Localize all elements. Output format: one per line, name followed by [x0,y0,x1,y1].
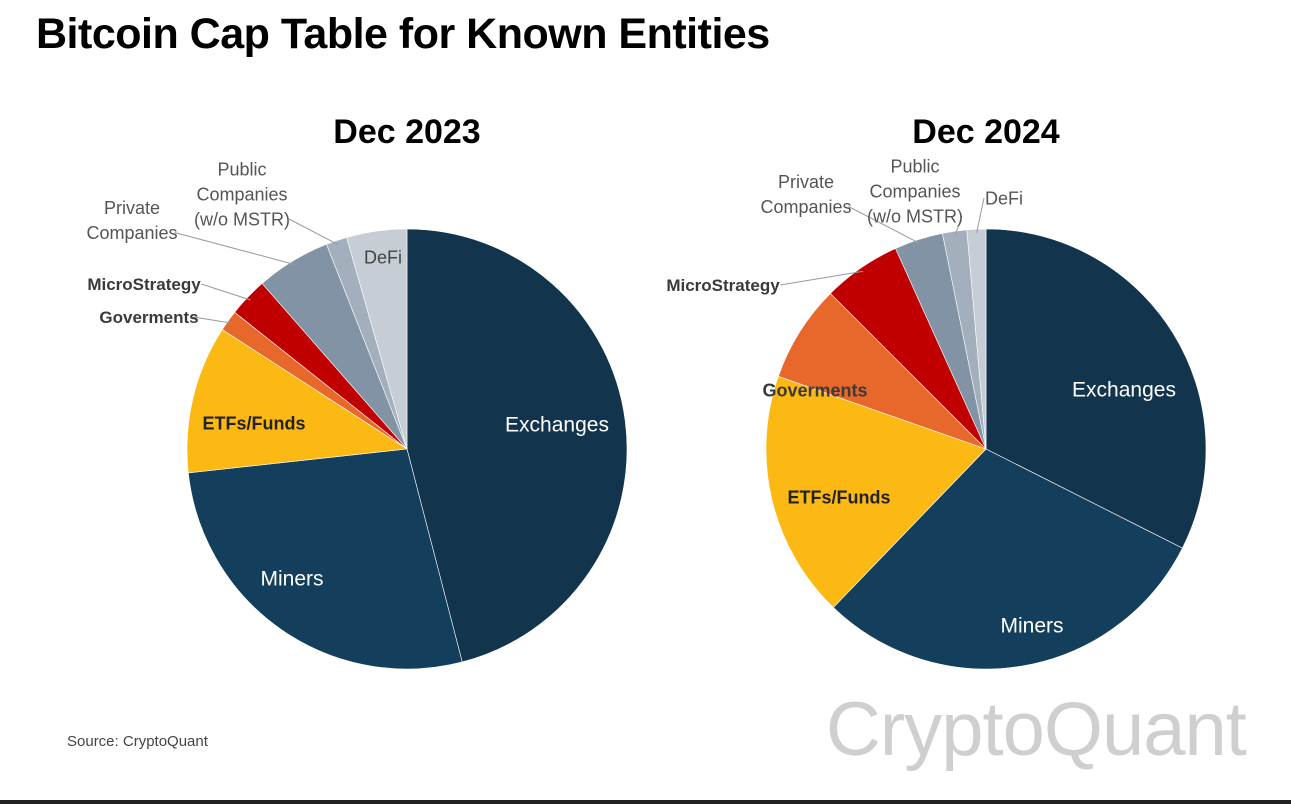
leader-line-private-companies [848,206,921,244]
label-miners: Miners [1000,614,1063,637]
leader-line-public-companies-w-o-mstr [954,215,963,236]
label-etfs-funds: ETFs/Funds [203,413,306,433]
slice-exchanges [985,228,1207,549]
label-miners: Miners [260,567,323,590]
label-exchanges: Exchanges [505,413,609,436]
label-goverments: Goverments [762,380,867,400]
label-private-companies: Private Companies [760,172,851,217]
label-public-companies-w-o-mstr: Public Companies (w/o MSTR) [194,159,290,229]
slice-exchanges [406,228,628,663]
label-goverments: Goverments [99,308,198,327]
leader-line-defi [976,197,985,234]
label-defi: DeFi [364,247,402,267]
leader-line-microstrategy [780,270,864,286]
leader-line-goverments [193,316,232,324]
slice-defi [346,228,408,450]
label-exchanges: Exchanges [1072,378,1176,401]
chart-title-dec-2024: Dec 2024 [912,113,1060,151]
slice-miners [187,448,463,670]
label-microstrategy: MicroStrategy [87,275,201,294]
page-title: Bitcoin Cap Table for Known Entities [36,10,770,58]
label-public-companies-w-o-mstr: Public Companies (w/o MSTR) [867,156,963,226]
leader-line-microstrategy [201,283,251,301]
label-defi: DeFi [985,188,1023,208]
chart-title-dec-2023: Dec 2023 [333,113,481,151]
slice-miners [832,448,1183,670]
label-etfs-funds: ETFs/Funds [788,487,891,507]
source-note: Source: CryptoQuant [67,733,208,750]
label-private-companies: Private Companies [86,198,177,243]
cryptoquant-watermark: CryptoQuant [826,687,1247,772]
leader-line-private-companies [174,232,295,265]
bottom-divider [0,800,1291,804]
slice-defi [966,228,987,450]
slice-etfs-funds [186,329,408,474]
leader-line-public-companies-w-o-mstr [288,218,339,245]
slice-etfs-funds [765,375,987,608]
label-microstrategy: MicroStrategy [666,276,780,295]
